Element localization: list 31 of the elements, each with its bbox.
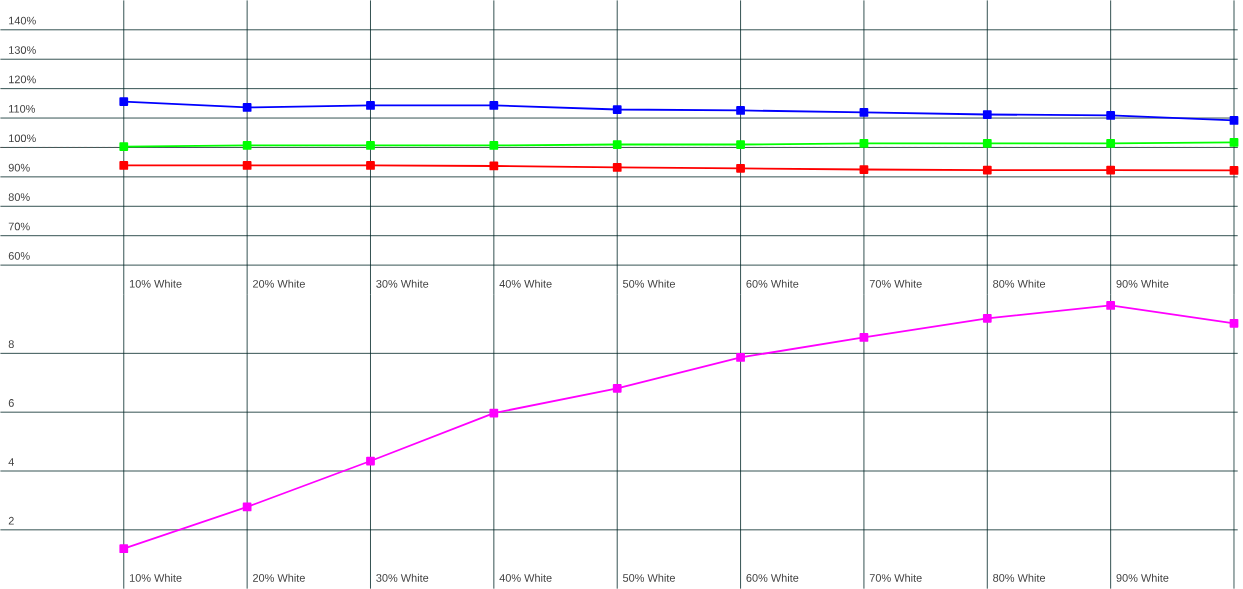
y-tick-label: 8 <box>8 340 14 348</box>
y-tick-label: 70% <box>8 222 30 231</box>
y-tick-label: 120% <box>9 75 36 84</box>
x-tick-label: 30% White <box>376 279 429 288</box>
x-tick-label: 70% White <box>869 573 922 582</box>
x-tick-label: 40% White <box>499 573 552 582</box>
y-tick-label: 4 <box>8 458 14 466</box>
x-tick-label: 10% White <box>129 279 182 288</box>
x-tick-label: 90% White <box>1116 279 1169 288</box>
x-tick-label: 80% White <box>993 573 1046 582</box>
y-tick-label: 60% <box>8 252 30 260</box>
x-tick-label: 50% White <box>622 279 675 288</box>
x-tick-label: 40% White <box>499 279 552 288</box>
y-tick-label: 2 <box>8 516 14 525</box>
y-tick-label: 130% <box>9 46 36 54</box>
y-tick-label: 80% <box>8 193 30 201</box>
x-tick-label: 20% White <box>253 573 305 582</box>
y-tick-label: 140% <box>9 16 36 25</box>
y-tick-label: 100% <box>9 134 36 143</box>
x-tick-label: 20% White <box>253 279 305 288</box>
x-tick-label: 80% White <box>993 279 1046 288</box>
x-tick-label: 60% White <box>746 279 799 288</box>
x-tick-label: 50% White <box>622 573 675 582</box>
y-tick-label: 90% <box>8 163 30 172</box>
x-tick-label: 70% White <box>869 279 922 288</box>
x-tick-label: 10% White <box>129 573 182 582</box>
x-tick-label: 60% White <box>746 573 799 582</box>
y-tick-label: 110% <box>9 104 36 113</box>
y-tick-label: 6 <box>8 399 14 407</box>
x-tick-label: 90% White <box>1116 573 1169 582</box>
x-tick-label: 30% White <box>376 573 429 582</box>
